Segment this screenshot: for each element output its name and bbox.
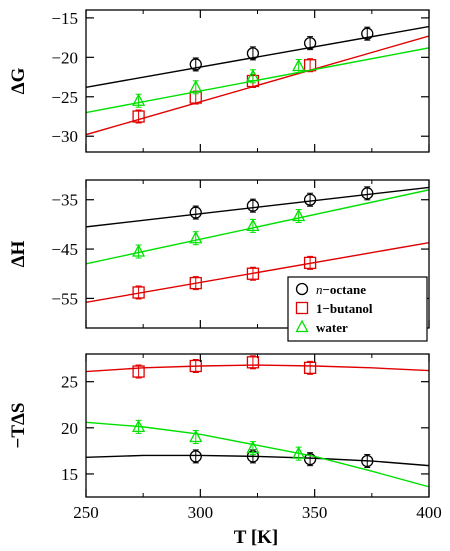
- x-tick-label: 300: [188, 503, 214, 522]
- data-point-triangle: [189, 429, 203, 443]
- data-point-circle: [361, 454, 374, 468]
- data-point-circle: [303, 36, 317, 50]
- legend-label-suffix: −octane: [323, 282, 367, 297]
- y-axis-label: −TΔS: [8, 403, 29, 449]
- x-tick-label: 250: [73, 503, 99, 522]
- y-tick-label: −35: [51, 191, 78, 210]
- x-axis-label: T [K]: [234, 527, 279, 548]
- y-tick-label: 20: [61, 419, 78, 438]
- fit-line-delta-h-0: [86, 186, 429, 228]
- y-axis-label: ΔG: [8, 67, 29, 94]
- y-tick-label: −25: [51, 88, 78, 107]
- data-point-square: [189, 359, 202, 373]
- y-tick-label: −45: [51, 240, 78, 259]
- data-point-circle: [303, 193, 317, 206]
- legend-marker-circle: [295, 282, 309, 296]
- x-tick-label: 400: [416, 503, 442, 522]
- data-point-square: [132, 110, 145, 123]
- legend-label-prefix: n: [316, 282, 323, 297]
- data-point-circle: [246, 199, 260, 212]
- legend-label: 1−butanol: [316, 301, 373, 316]
- legend-item: 1−butanol: [295, 301, 373, 316]
- data-point-triangle: [292, 58, 306, 72]
- data-point-circle: [303, 453, 317, 466]
- data-point-triangle: [246, 218, 260, 232]
- data-point-triangle: [189, 79, 203, 93]
- data-point-triangle: [132, 93, 146, 106]
- panel-delta-h: −35 −45 −55 ΔH: [8, 179, 430, 329]
- data-point-circle: [189, 58, 202, 71]
- data-point-square: [303, 361, 317, 374]
- y-tick-label: 15: [61, 465, 78, 484]
- legend-item: water: [295, 319, 348, 335]
- y-tick-label: −30: [51, 127, 78, 146]
- data-point-circle: [246, 47, 260, 60]
- legend-marker-triangle: [295, 319, 309, 333]
- data-point-triangle: [246, 440, 260, 454]
- data-point-triangle: [246, 68, 260, 82]
- data-point-circle: [189, 450, 202, 463]
- data-point-square: [303, 256, 317, 270]
- data-point-square: [189, 276, 202, 290]
- y-axis-label: ΔH: [8, 240, 29, 267]
- y-tick-label: −15: [51, 9, 78, 28]
- fit-line-minus-t-delta-s-2: [86, 421, 429, 488]
- data-point-square: [132, 365, 145, 378]
- y-tick-label: −20: [51, 48, 78, 67]
- data-point-square: [246, 267, 260, 280]
- fit-line-minus-t-delta-s-0: [86, 454, 429, 467]
- legend-label: n−octane: [316, 282, 366, 297]
- y-tick-label: 25: [61, 373, 78, 392]
- plot-area-delta-g: [86, 25, 429, 136]
- data-point-square: [132, 286, 145, 299]
- data-point-circle: [361, 187, 374, 200]
- plot-area-minus-t-delta-s: [86, 355, 429, 488]
- legend-item: n−octane: [295, 282, 366, 297]
- panel-minus-t-delta-s: 25 20 15 −TΔS 250 300 350 400: [8, 353, 442, 522]
- data-point-triangle: [132, 244, 146, 257]
- data-point-circle: [189, 206, 202, 219]
- y-tick-label: −55: [51, 289, 78, 308]
- data-point-triangle: [189, 230, 203, 244]
- x-tick-label: 350: [302, 503, 328, 522]
- data-point-triangle: [292, 208, 306, 222]
- fit-line-delta-h-1: [86, 241, 429, 304]
- plot-area-delta-h: [86, 186, 429, 304]
- data-point-triangle: [132, 419, 146, 433]
- panel-frame: [85, 353, 430, 498]
- legend: n−octane 1−butanol water: [287, 276, 428, 342]
- panel-delta-g: −15 −20 −25 −30 ΔG: [8, 9, 430, 153]
- legend-marker-square: [295, 301, 309, 315]
- fit-line-delta-g-1: [86, 35, 429, 136]
- chart-panels: −15 −20 −25 −30 ΔG −35 −45 −55 ΔH 25 20 15 −TΔS 250 30…: [8, 9, 442, 522]
- data-point-square: [246, 356, 260, 369]
- legend-box: [287, 276, 428, 342]
- legend-label: water: [316, 320, 348, 335]
- data-point-circle: [361, 27, 374, 40]
- fit-line-minus-t-delta-s-1: [86, 364, 429, 373]
- data-point-triangle: [292, 446, 306, 459]
- fit-line-delta-h-2: [86, 189, 429, 265]
